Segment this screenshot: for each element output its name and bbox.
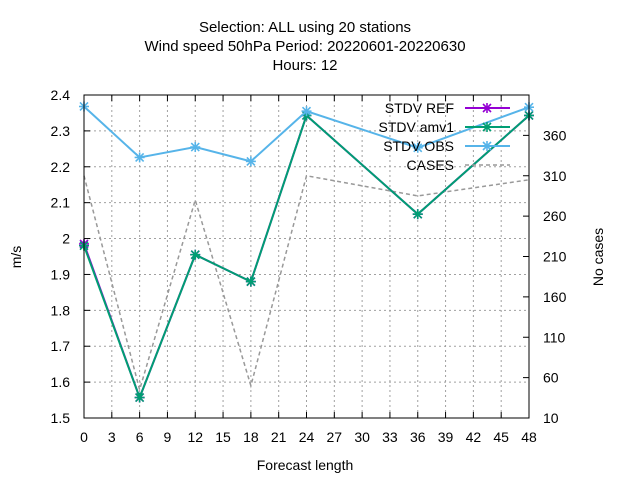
y-tick-label: 2.3 [51,123,71,139]
x-tick-label: 30 [354,429,370,445]
x-tick-label: 9 [164,429,172,445]
y2-tick-label: 10 [543,410,559,426]
y2-tick-label: 310 [543,168,567,184]
x-tick-label: 45 [493,429,509,445]
data-point [134,152,145,163]
x-tick-label: 21 [271,429,287,445]
y2-tick-label: 360 [543,127,567,143]
x-tick-label: 39 [438,429,454,445]
chart-title: Selection: ALL using 20 stations Wind spe… [144,19,465,74]
x-tick-label: 42 [466,429,482,445]
y-tick-label: 2.1 [51,195,71,211]
y2-tick-label: 210 [543,249,567,265]
y2-tick-label: 160 [543,289,567,305]
x-tick-label: 27 [327,429,343,445]
data-point [482,141,492,151]
y-axis-label: m/s [8,246,24,269]
y2-axis-label: No cases [590,228,606,286]
x-tick-label: 36 [410,429,426,445]
series-stdv-amv1 [79,110,534,403]
y-tick-label: 1.5 [51,410,71,426]
x-tick-label: 6 [136,429,144,445]
y-tick-label: 2 [62,231,70,247]
x-tick-label: 3 [108,429,116,445]
data-point [412,142,423,153]
y2-tick-label: 110 [543,329,566,345]
legend: STDV REF STDV amv1 STDV OBS CASES [379,100,510,173]
series-line [83,174,530,393]
y2-tick-label: 260 [543,208,567,224]
x-tick-label: 12 [187,429,203,445]
y-tick-label: 1.6 [51,374,71,390]
x-tick-label: 0 [80,429,88,445]
data-point [134,392,145,403]
data-point [245,276,256,287]
data-point [190,249,201,260]
legend-label: STDV amv1 [379,119,455,135]
x-tick-label: 24 [299,429,315,445]
data-point [245,156,256,167]
chart-title-line: Wind speed 50hPa Period: 20220601-202206… [144,38,465,55]
x-tick-label: 33 [382,429,398,445]
x-axis-label: Forecast length [257,457,354,473]
y-tick-label: 1.9 [51,266,71,282]
axis-ticks: 0 3 6 9 12 15 18 21 24 27 30 33 36 39 42 45 481.51.61.71… [51,87,567,445]
y-tick-label: 1.8 [51,302,71,318]
y-tick-label: 2.2 [51,159,71,175]
y2-tick-label: 60 [543,370,559,386]
x-tick-label: 48 [521,429,537,445]
data-point [412,209,423,220]
data-point [482,103,492,113]
series-cases [83,174,530,393]
legend-label: CASES [407,157,454,173]
x-tick-label: 15 [215,429,231,445]
legend-label: STDV OBS [383,138,454,154]
legend-label: STDV REF [385,100,454,116]
chart-title-line: Hours: 12 [272,57,337,74]
data-point [301,106,312,117]
data-point [190,142,201,153]
y-tick-label: 1.7 [51,338,71,354]
data-point [482,122,492,132]
chart-title-line: Selection: ALL using 20 stations [199,19,411,36]
y-tick-label: 2.4 [51,87,71,103]
x-tick-label: 18 [243,429,259,445]
